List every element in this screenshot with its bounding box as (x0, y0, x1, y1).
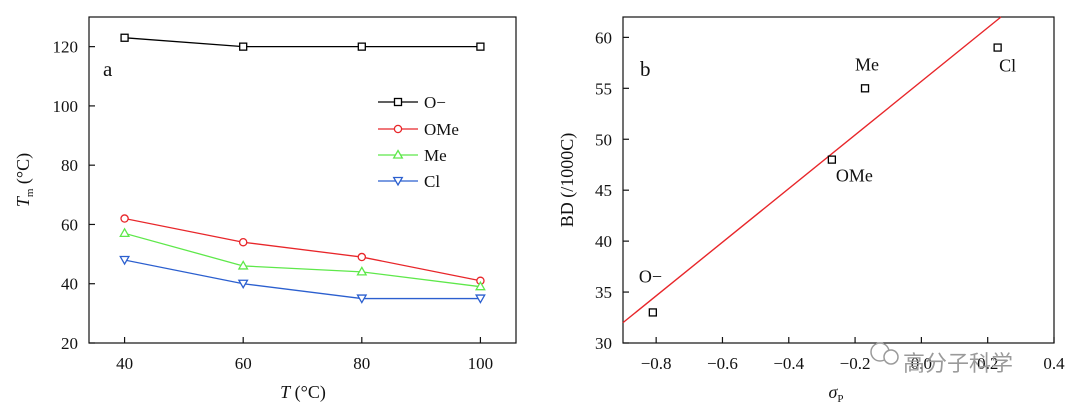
panel-a-series (119, 33, 486, 304)
legend-label-o-minus: O− (424, 93, 446, 112)
panel-a-legend: O− OMe Me Cl (378, 93, 459, 191)
panel-b-y-axis-label: BD (/1000C) (557, 133, 578, 228)
data-point-cl (119, 255, 131, 266)
series-line-cl (124, 259, 481, 300)
data-point-ome (827, 155, 837, 164)
series-cl (119, 255, 486, 304)
panel-b-label: b (640, 57, 651, 81)
legend-marker-ome (393, 124, 403, 134)
panel-b-frame (622, 16, 1055, 344)
panel-a-frame (88, 16, 517, 344)
legend-item-o-minus: O− (378, 93, 446, 112)
series-line-ominus (124, 37, 481, 48)
point-label-me: Me (855, 54, 879, 74)
data-point-me (119, 227, 131, 237)
data-point-cl (237, 279, 249, 290)
legend-item-ome: OMe (378, 120, 459, 139)
panel-b-y-tick-label: 30 (595, 334, 612, 353)
data-point-cl (474, 294, 486, 304)
series-ome (120, 214, 485, 286)
panel-b-x-var: σ (828, 382, 838, 402)
panel-a-y-tick-label: 80 (61, 156, 78, 175)
data-point-cl (356, 294, 368, 304)
legend-marker-me (392, 149, 404, 159)
panel-b-y-tick-label: 45 (595, 181, 612, 200)
panel-b-plot: O− OMe Me Cl (622, 16, 1016, 324)
series-line-me (124, 232, 481, 288)
watermark: 高分子科学 (870, 342, 1013, 376)
data-point-ominus (476, 42, 485, 51)
panel-a-y-ticks: 20 40 60 80 100 120 (53, 38, 95, 353)
panel-a-y-tick-label: 60 (61, 215, 78, 234)
data-point-me (474, 280, 486, 291)
panel-a: 40 60 80 100 20 40 60 80 100 120 a T (°C) Tm (°C… (13, 16, 517, 403)
panel-b-x-tick-label: −0.2 (840, 354, 871, 373)
panel-a-x-axis-label: T (°C) (280, 382, 326, 403)
data-point-ome (357, 252, 367, 262)
panel-b-x-tick-label: −0.8 (641, 354, 672, 373)
legend-marker-o-minus (393, 97, 403, 107)
panel-b-x-axis-label: σP (828, 382, 843, 405)
point-label-cl: Cl (999, 56, 1016, 76)
watermark-icon (870, 342, 899, 365)
panel-a-y-tick-label: 120 (53, 38, 79, 57)
data-point-cl (993, 43, 1002, 52)
panel-b-x-tick-label: 0.0 (911, 354, 932, 373)
panel-b-y-tick-label: 60 (595, 28, 612, 47)
panel-b-y-tick-label: 50 (595, 130, 612, 149)
panel-a-y-sub: m (24, 188, 36, 197)
panel-b-x-tick-label: 0.2 (977, 354, 998, 373)
panel-b-x-ticks: −0.8 −0.6 −0.4 −0.2 0.0 0.2 0.4 (641, 337, 1065, 373)
legend-label-ome: OMe (424, 120, 459, 139)
panel-a-y-tick-label: 40 (61, 275, 78, 294)
data-point-me (237, 260, 249, 270)
panel-b-y-ticks: 30 35 40 45 50 55 60 (595, 28, 629, 353)
panel-a-y-tick-label: 100 (53, 97, 79, 116)
panel-a-y-var: T (13, 195, 33, 207)
panel-b-x-tick-label: −0.6 (707, 354, 738, 373)
panel-b-x-tick-label: −0.4 (773, 354, 804, 373)
panel-a-x-unit: (°C) (290, 382, 326, 403)
panel-b-y-tick-label: 55 (595, 79, 612, 98)
panel-b-x-tick-label: 0.4 (1043, 354, 1065, 373)
panel-b: −0.8 −0.6 −0.4 −0.2 0.0 0.2 0.4 30 35 40 45 50 55 60… (557, 16, 1065, 405)
point-label-ominus: O− (639, 266, 662, 286)
legend-label-cl: Cl (424, 172, 440, 191)
legend-label-me: Me (424, 146, 447, 165)
panel-b-x-sub: P (837, 393, 843, 405)
point-label-ome: OMe (836, 166, 873, 186)
data-point-ome (120, 214, 129, 223)
legend-item-me: Me (378, 146, 447, 165)
series-me (119, 227, 486, 291)
panel-a-x-tick-label: 60 (235, 354, 252, 373)
panel-a-y-tick-label: 20 (61, 334, 78, 353)
legend-marker-cl (392, 176, 404, 187)
panel-a-x-tick-label: 80 (353, 354, 370, 373)
panel-a-x-tick-label: 40 (116, 354, 133, 373)
data-point-me (860, 84, 870, 93)
data-point-me (356, 266, 368, 276)
panel-a-y-unit: (°C) (13, 153, 34, 189)
data-point-ominus (239, 42, 248, 51)
panel-a-x-var: T (280, 382, 292, 402)
legend-item-cl: Cl (378, 172, 440, 191)
panel-a-y-axis-label: Tm (°C) (13, 153, 36, 207)
panel-a-label: a (103, 57, 113, 81)
fit-line (622, 16, 1002, 324)
watermark-icon-bubble-small (883, 349, 899, 365)
panel-a-x-tick-label: 100 (468, 354, 494, 373)
data-point-ome (238, 237, 248, 247)
panel-a-x-ticks: 40 60 80 100 (116, 337, 493, 373)
panel-b-y-tick-label: 40 (595, 232, 612, 251)
watermark-text: 高分子科学 (903, 351, 1013, 376)
data-point-ominus (120, 33, 129, 42)
series-ominus (120, 33, 485, 51)
data-point-ominus (357, 42, 366, 51)
panel-b-y-tick-label: 35 (595, 283, 612, 302)
data-point-ominus (648, 308, 657, 317)
series-line-ome (124, 217, 481, 282)
